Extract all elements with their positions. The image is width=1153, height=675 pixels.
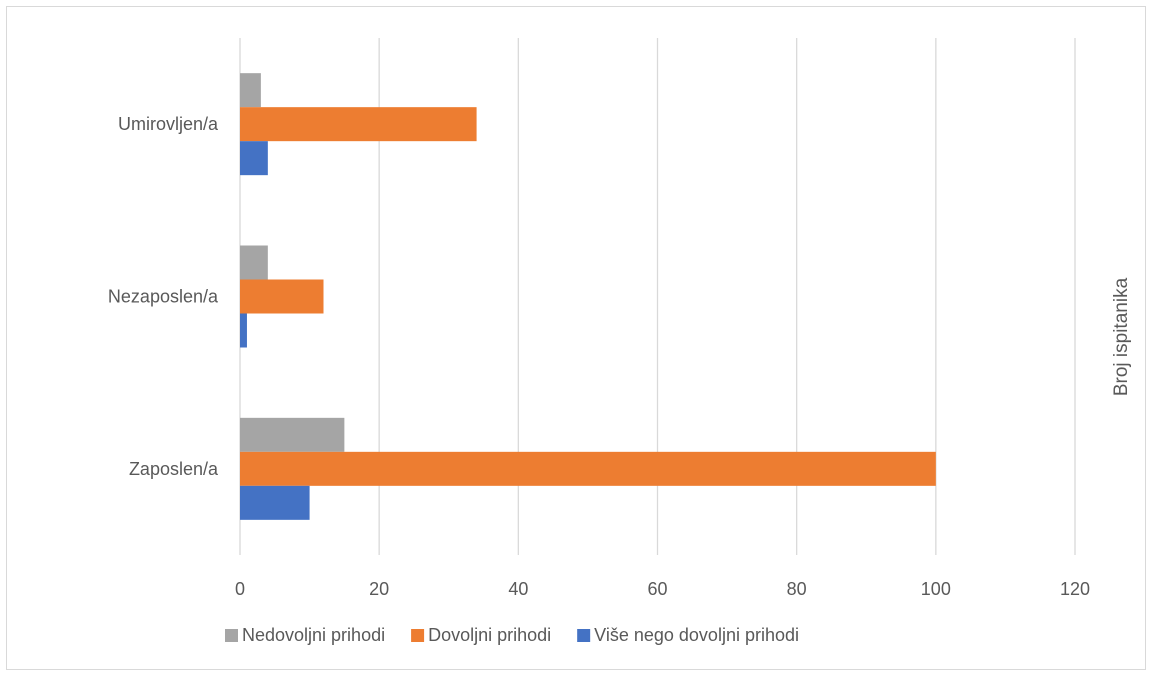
legend-label: Nedovoljni prihodi (242, 625, 385, 645)
bars (240, 73, 936, 520)
category-label: Umirovljen/a (118, 114, 219, 134)
x-tick-label: 0 (235, 579, 245, 599)
legend-swatch (577, 629, 591, 642)
category-labels: Zaposlen/a Nezaposlen/a Umirovljen/a (108, 114, 219, 479)
x-tick-label: 100 (921, 579, 951, 599)
x-tick-label: 20 (369, 579, 389, 599)
legend-swatch (225, 629, 238, 642)
legend-label: Dovoljni prihodi (428, 625, 551, 645)
chart-frame (6, 6, 1146, 670)
category-label: Nezaposlen/a (108, 287, 219, 307)
axis-title: Broj ispitanika (1111, 277, 1132, 396)
legend: Nedovoljni prihodi Dovoljni prihodi Više n… (225, 625, 799, 645)
bar (240, 451, 936, 486)
x-tick-label: 40 (508, 579, 528, 599)
bar (240, 73, 261, 108)
bar (240, 279, 324, 314)
bar (240, 417, 345, 452)
x-tick-label: 80 (787, 579, 807, 599)
bar (240, 313, 247, 348)
x-tick-label: 120 (1060, 579, 1090, 599)
legend-label: Više nego dovoljni prihodi (594, 625, 799, 645)
x-tick-label: 60 (647, 579, 667, 599)
bar (240, 141, 268, 176)
bar (240, 485, 310, 520)
category-label: Zaposlen/a (129, 459, 219, 479)
bar (240, 107, 477, 142)
bar (240, 245, 268, 280)
x-tick-labels: 0 20 40 60 80 100 120 (235, 579, 1090, 599)
legend-swatch (411, 629, 425, 642)
